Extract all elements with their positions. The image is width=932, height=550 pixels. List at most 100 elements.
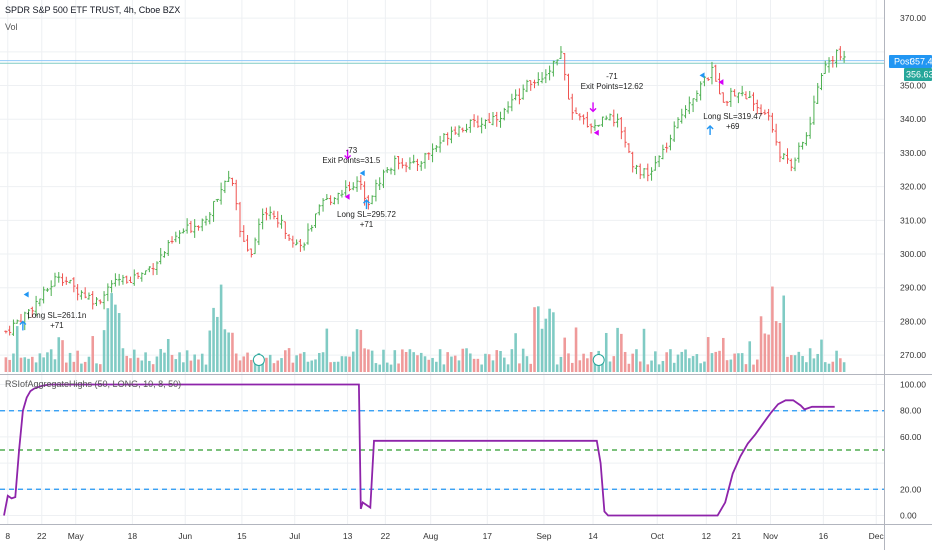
time-tick-label: 22 [37,531,47,541]
volume-bar [276,360,280,372]
volume-bar [642,328,646,372]
volume-bar [408,349,412,372]
volume-bar [363,348,366,372]
volume-bar [586,358,589,372]
price-tick-label: 340.00 [900,114,926,124]
trade-annotation: Long SL=261.1n+71 [27,311,86,330]
volume-bar [688,358,691,372]
trade-annotation-line: Long SL=319.47 [703,112,762,121]
volume-bar [234,353,238,372]
volume-bar [733,353,736,372]
volume-bar [725,360,729,372]
volume-bar [80,363,83,372]
trade-annotation-line: +71 [360,220,374,229]
time-tick-label: Dec [869,531,885,541]
indicator-axis[interactable]: 0.00 20.00 60.00 80.00 100.00 [900,380,926,521]
volume-bar [431,357,434,372]
volume-bar [574,327,578,372]
volume-bar [57,337,61,372]
volume-bar [95,363,98,372]
time-tick-label: Jul [289,531,300,541]
volume-bar [91,336,95,372]
post-tag-background [889,55,932,68]
last-tag-background [904,68,932,81]
trade-annotation-line: -71 [606,72,618,81]
volume-label: Vol [5,22,18,32]
volume-bar [438,349,442,372]
volume-bar [265,357,268,372]
volume-bar [110,293,113,372]
volume-bar [820,339,823,372]
time-tick-label: May [68,531,85,541]
volume-bar [752,364,755,372]
volume-bar [763,333,767,372]
volume-bar [404,351,408,372]
volume-bar [367,349,370,372]
volume-bar [65,362,68,372]
time-tick-label: 22 [381,531,391,541]
volume-bar [684,349,687,372]
trade-annotation: Long SL=319.47+69 [703,112,762,131]
volume-bar [61,340,64,372]
trade-annotation-line: Long SL=261.1n [27,311,86,320]
volume-bar [197,359,200,372]
volume-bar [503,357,506,372]
volume-bar [767,334,770,372]
volume-bar [336,361,340,372]
volume-bars [4,284,846,372]
volume-bar [185,350,189,372]
volume-bar [631,353,634,372]
post-tag-label: Post [894,57,913,67]
price-tick-label: 330.00 [900,148,926,158]
volume-bar [219,284,223,372]
volume-bar [333,361,336,372]
volume-bar [680,351,684,372]
volume-bar [548,308,551,372]
volume-bar [465,348,468,372]
signal-pointer [718,79,724,86]
price-axis[interactable]: 270.00 280.00 290.00 300.00 310.00 320.00 330.… [900,13,926,360]
chart-title: SPDR S&P 500 ETF TRUST, 4h, Cboe BZX [5,5,180,15]
volume-bar [808,348,812,372]
volume-bar [797,351,801,372]
volume-bar [15,326,19,372]
price-tick-label: 320.00 [900,182,926,192]
volume-bar [121,348,125,372]
time-tick-label: Oct [651,531,665,541]
volume-bar [299,353,302,372]
volume-bar [140,360,144,372]
volume-bar [555,364,559,372]
volume-bar [49,349,53,372]
trade-annotation: Long SL=295.72+71 [337,210,396,229]
volume-bar [536,306,540,372]
volume-bar [261,360,264,372]
time-tick-label: Sep [536,531,551,541]
volume-bar [329,362,332,372]
volume-bar [374,363,378,372]
volume-bar [737,353,740,372]
volume-bar [578,360,582,372]
volume-bar [635,349,638,372]
volume-bar [412,352,415,372]
volume-bar [703,361,706,372]
volume-bar [805,362,808,372]
indicator-tick-label: 100.00 [900,380,926,390]
volume-bar [38,353,42,372]
volume-bar [601,361,604,372]
signal-pointer [23,291,29,298]
volume-bar [544,318,548,372]
time-axis[interactable]: 8 22 May 18 Jun 15 Jul 13 22 Aug 17 Sep 14 Oct 12 21 Nov… [5,531,884,541]
volume-bar [182,362,185,372]
volume-bar [623,351,627,372]
time-tick-label: 13 [343,531,353,541]
volume-bar [740,353,744,372]
volume-bar [46,352,49,372]
volume-bar [42,357,45,372]
volume-bar [268,354,272,372]
volume-bar [706,337,710,372]
volume-bar [839,358,842,372]
volume-bar [148,360,151,372]
price-tick-label: 280.00 [900,316,926,326]
